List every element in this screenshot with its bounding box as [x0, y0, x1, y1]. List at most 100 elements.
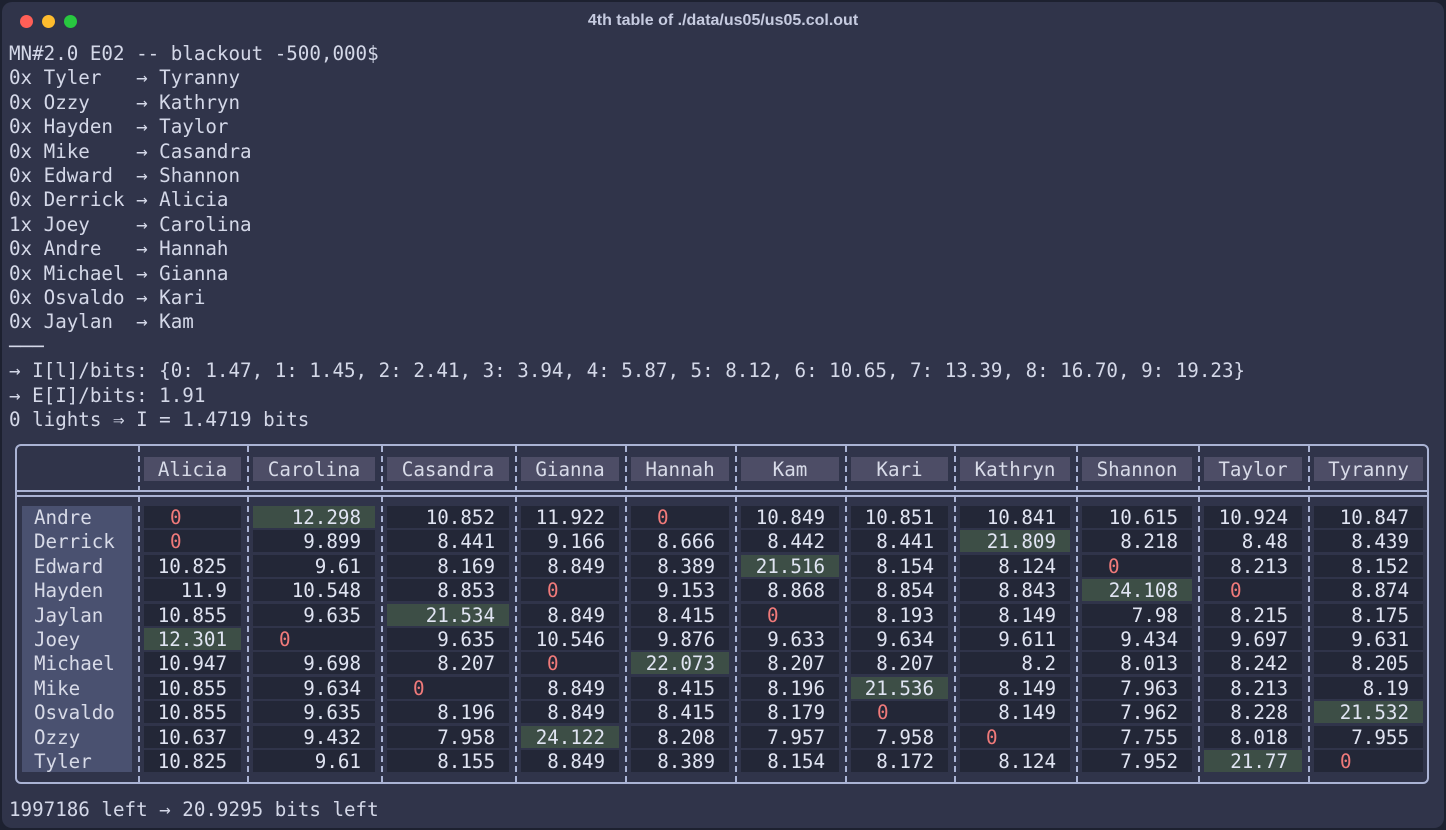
table-cell: 8.19 — [1314, 676, 1423, 700]
table-cell: 8.849 — [521, 750, 619, 773]
maximize-window-button[interactable] — [64, 15, 77, 28]
column-divider — [1076, 446, 1078, 782]
table-cell: 7.958 — [851, 725, 948, 749]
table-cell: 10.615 — [1082, 506, 1192, 529]
table-cell: 9.876 — [631, 628, 729, 651]
row-header: Jaylan — [34, 603, 104, 627]
column-divider — [625, 446, 627, 782]
table-cell: 0 — [144, 530, 241, 553]
row-header: Mike — [34, 676, 81, 700]
table-cell: 8.213 — [1204, 554, 1302, 578]
minimize-window-button[interactable] — [42, 15, 55, 28]
table-cell: 9.633 — [741, 628, 839, 651]
table-cell: 8.193 — [851, 603, 948, 627]
table-cell: 8.242 — [1204, 652, 1302, 675]
row-header-column — [22, 506, 132, 772]
table-cell: 10.855 — [144, 701, 241, 724]
table-cell: 8.849 — [521, 701, 619, 724]
run-header-line: MN#2.0 E02 -- blackout -500,000$ — [9, 42, 379, 65]
table-cell: 8.849 — [521, 554, 619, 578]
pairing-line: 0x Tyler → Tyranny — [9, 66, 241, 90]
table-cell: 10.847 — [1314, 506, 1423, 529]
header-divider — [17, 495, 1427, 497]
expected-info-line: → E[I]/bits: 1.91 — [9, 383, 206, 407]
column-header: Carolina — [253, 457, 375, 481]
table-cell: 8.149 — [960, 701, 1070, 724]
table-cell: 21.536 — [851, 676, 948, 700]
table-cell: 9.635 — [387, 628, 509, 651]
table-cell: 9.697 — [1204, 628, 1302, 651]
table-cell: 10.548 — [253, 579, 375, 602]
table-cell: 10.841 — [960, 506, 1070, 529]
row-header: Hayden — [34, 579, 104, 603]
table-cell: 0 — [1204, 579, 1302, 602]
table-cell: 8.854 — [851, 579, 948, 602]
table-cell: 0 — [387, 676, 509, 700]
column-header: Kam — [741, 457, 839, 481]
pairing-line: 0x Ozzy → Kathryn — [9, 90, 241, 114]
table-cell: 8.874 — [1314, 579, 1423, 602]
table-cell: 10.546 — [521, 628, 619, 651]
table-cell: 7.955 — [1314, 725, 1423, 749]
table-cell: 8.441 — [851, 530, 948, 553]
table-cell: 8.013 — [1082, 652, 1192, 675]
table-cell: 9.635 — [253, 701, 375, 724]
table-cell: 8.207 — [741, 652, 839, 675]
table-cell: 8.208 — [631, 725, 729, 749]
table-cell: 7.962 — [1082, 701, 1192, 724]
table-cell: 8.843 — [960, 579, 1070, 602]
table-cell: 10.855 — [144, 603, 241, 627]
lights-result-line: 0 lights ⇒ I = 1.4719 bits — [9, 408, 310, 431]
row-header: Derrick — [34, 530, 115, 554]
table-cell: 8.155 — [387, 750, 509, 773]
close-window-button[interactable] — [20, 15, 33, 28]
title-bar: 4th table of ./data/us05/us05.col.out — [2, 2, 1444, 40]
table-cell: 21.809 — [960, 530, 1070, 553]
table-cell: 8.154 — [741, 750, 839, 773]
column-divider — [845, 446, 847, 782]
table-cell: 8.442 — [741, 530, 839, 553]
table-cell: 8.849 — [521, 676, 619, 700]
column-header: Taylor — [1204, 457, 1302, 481]
row-header: Tyler — [34, 750, 92, 773]
table-cell: 21.516 — [741, 554, 839, 578]
table-cell: 7.98 — [1082, 603, 1192, 627]
table-cell: 8.2 — [960, 652, 1070, 675]
column-header: Hannah — [631, 457, 729, 481]
pairing-line: 0x Mike → Casandra — [9, 139, 252, 163]
table-cell: 8.389 — [631, 750, 729, 773]
table-cell: 9.635 — [253, 603, 375, 627]
table-cell: 24.108 — [1082, 579, 1192, 602]
table-cell: 21.534 — [387, 603, 509, 627]
column-header: Casandra — [387, 457, 509, 481]
table-cell: 0 — [521, 652, 619, 675]
table-cell: 10.947 — [144, 652, 241, 675]
table-cell: 7.958 — [387, 725, 509, 749]
table-cell: 9.153 — [631, 579, 729, 602]
table-cell: 8.415 — [631, 676, 729, 700]
footer-line: 1997186 left → 20.9295 bits left — [9, 798, 379, 821]
column-header: Tyranny — [1314, 457, 1423, 481]
table-cell: 0 — [521, 579, 619, 602]
table-cell: 10.851 — [851, 506, 948, 529]
table-cell: 8.215 — [1204, 603, 1302, 627]
table-cell: 8.175 — [1314, 603, 1423, 627]
column-divider — [247, 446, 249, 782]
table-cell: 9.611 — [960, 628, 1070, 651]
table-cell: 9.61 — [253, 750, 375, 773]
row-header: Andre — [34, 506, 92, 529]
row-header: Joey — [34, 628, 81, 651]
table-cell: 0 — [631, 506, 729, 529]
table-cell: 8.154 — [851, 554, 948, 578]
row-header: Ozzy — [34, 725, 81, 749]
pairing-line: 0x Michael → Gianna — [9, 261, 229, 285]
info-per-lights-line: → I[l]/bits: {0: 1.47, 1: 1.45, 2: 2.41,… — [9, 359, 1246, 383]
pairing-line: 0x Andre → Hannah — [9, 237, 229, 261]
column-header: Alicia — [144, 457, 241, 481]
table-cell: 8.868 — [741, 579, 839, 602]
table-cell: 12.301 — [144, 628, 241, 651]
column-header: Kari — [851, 457, 948, 481]
row-header: Osvaldo — [34, 701, 115, 725]
pairing-line: 0x Osvaldo → Kari — [9, 286, 206, 309]
table-cell: 0 — [253, 628, 375, 651]
